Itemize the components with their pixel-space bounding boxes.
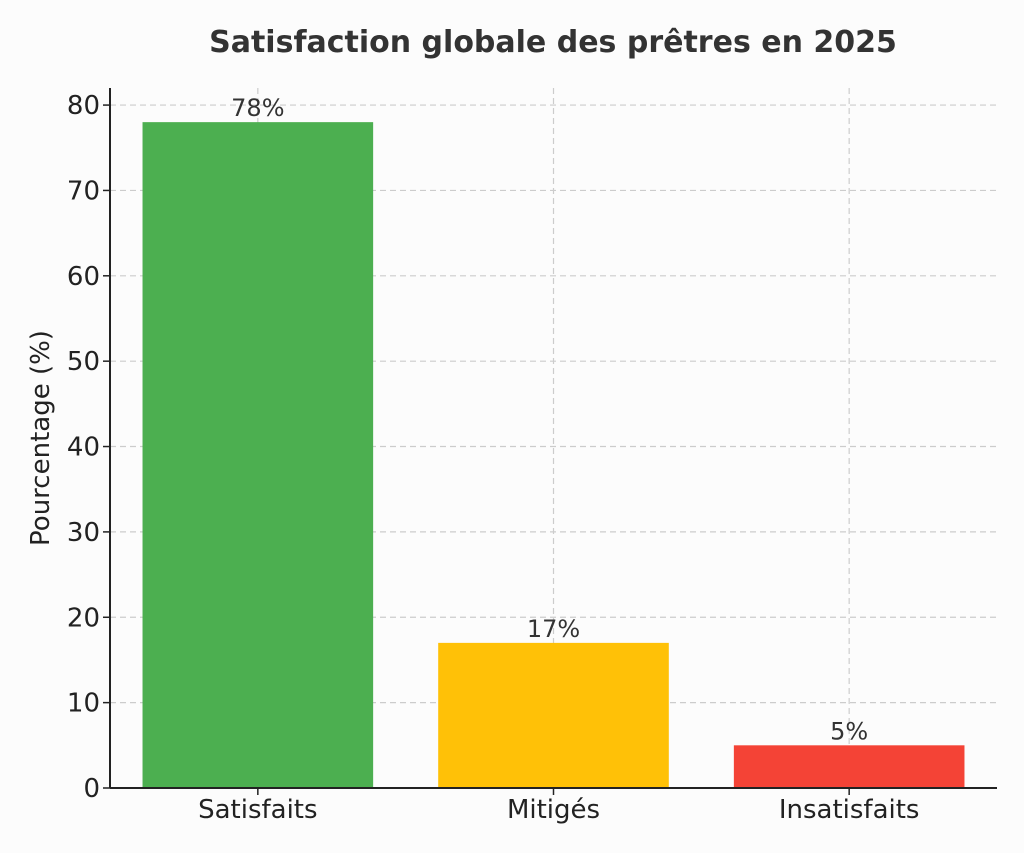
bar-insatisfaits	[733, 745, 965, 788]
labels: 0 10 20 30 40 50 60 70 80 78% Satisfaits 17% Mitigés…	[67, 91, 920, 825]
chart-title: Satisfaction globale des prêtres en 2025	[209, 25, 897, 60]
x-tick-label-2: Insatisfaits	[779, 795, 920, 825]
y-tick-label-50: 50	[67, 347, 100, 377]
y-tick-label-40: 40	[67, 433, 100, 463]
y-tick-label-0: 0	[83, 774, 100, 804]
bar-value-label-1: 17%	[527, 615, 580, 643]
y-tick-label-80: 80	[67, 91, 100, 121]
x-tick-label-0: Satisfaits	[198, 795, 317, 825]
bar-satisfaits	[142, 122, 374, 788]
bar-mitigés	[438, 642, 669, 788]
axes	[103, 88, 997, 795]
bars	[142, 122, 965, 788]
bar-value-label-2: 5%	[830, 717, 868, 745]
y-tick-label-30: 30	[67, 518, 100, 548]
y-axis-label: Pourcentage (%)	[26, 330, 56, 546]
y-tick-label-60: 60	[67, 262, 100, 292]
bar-value-label-0: 78%	[231, 94, 284, 122]
x-tick-label-1: Mitigés	[507, 795, 600, 825]
y-tick-label-20: 20	[67, 603, 100, 633]
y-tick-label-70: 70	[67, 176, 100, 206]
y-tick-label-10: 10	[67, 689, 100, 719]
